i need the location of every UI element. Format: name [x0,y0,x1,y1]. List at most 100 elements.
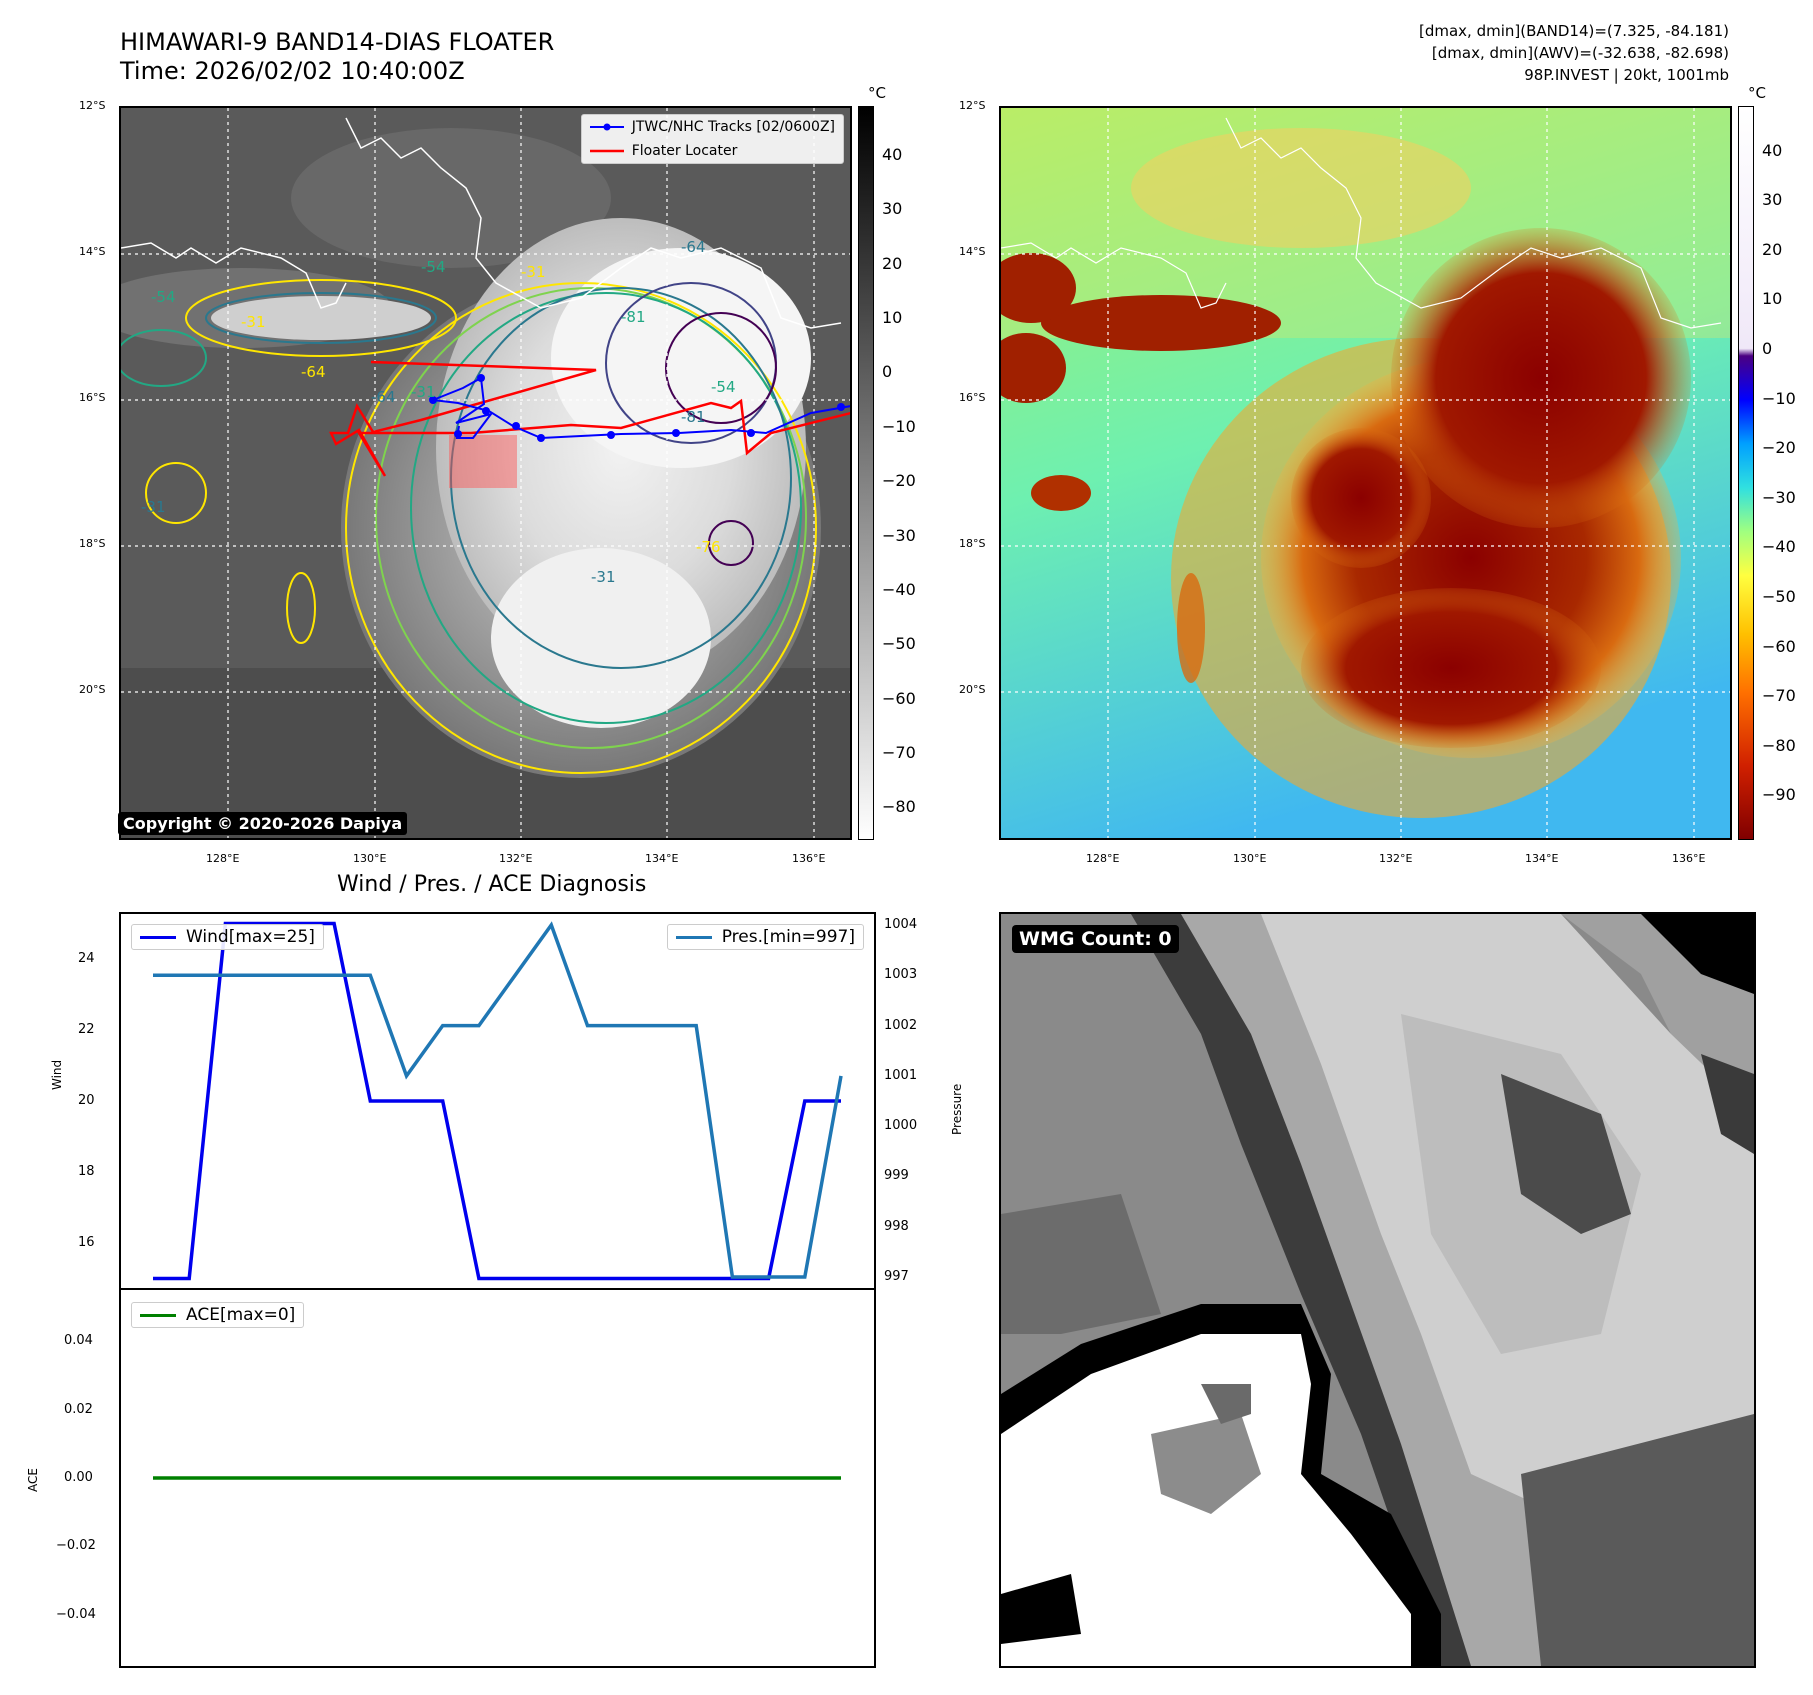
lon-tick-label: 132°E [499,852,533,865]
band14-map-svg [121,108,850,838]
cbar-tick-label: −30 [1762,487,1796,507]
contour-label: -64 [301,363,326,381]
lon-tick-label: 130°E [353,852,387,865]
lat-tick-label: 16°S [959,391,986,404]
lat-tick-label: 18°S [79,537,106,550]
cbar-tick-label: −70 [1762,686,1796,706]
left-cbar-unit: °C [868,84,886,102]
cbar-tick-label: −50 [1762,586,1796,606]
contour-label: -31 [241,313,266,331]
pressure-tick-label: 1002 [884,1017,918,1033]
contour-label: -54 [151,288,176,306]
legend-floater: Floater Locater [582,139,843,163]
lat-tick-label: 12°S [79,99,106,112]
cbar-tick-label: −90 [1762,785,1796,805]
wind-legend-label: Wind[max=25] [186,927,315,947]
lon-tick-label: 136°E [792,852,826,865]
copyright-badge: Copyright © 2020-2026 Dapiya [118,812,408,835]
left-colorbar [858,106,874,840]
band14-range: [dmax, dmin](BAND14)=(7.325, -84.181) [1418,22,1729,40]
legend-floater-label: Floater Locater [631,143,738,159]
cbar-tick-label: −20 [1762,438,1796,458]
legend-floater-swatch [589,149,624,153]
floater-box [449,435,517,488]
cbar-tick-label: 20 [882,253,903,273]
cbar-tick-label: −40 [1762,537,1796,557]
right-cbar-unit: °C [1748,84,1766,102]
pressure-tick-label: 1000 [884,1118,918,1134]
floater-locater-line [329,360,850,477]
awv-map [999,106,1732,840]
contour-label: -81 [681,408,706,426]
cbar-tick-label: −10 [1762,388,1796,408]
wind-axis-label: Wind [50,1059,64,1090]
cbar-tick-label: 40 [882,144,903,164]
contour-label: -54 [421,258,446,276]
pressure-series-line [153,921,843,1279]
contour-label: -31 [591,568,616,586]
wmg-svg [1001,914,1754,1666]
diagnosis-title: Wind / Pres. / ACE Diagnosis [337,872,647,897]
wind-tick-label: 24 [78,951,95,967]
lon-tick-label: 130°E [1233,852,1267,865]
ace-tick-label: −0.02 [56,1538,96,1554]
wind-tick-label: 22 [78,1022,95,1038]
pres-legend-label: Pres.[min=997] [721,927,855,947]
lat-tick-label: 14°S [79,245,106,258]
cbar-tick-label: 10 [882,308,903,328]
contour-label: -76 [696,538,721,556]
pressure-axis-label: Pressure [950,1083,964,1135]
figure-time: Time: 2026/02/02 10:40:00Z [120,57,465,85]
legend-track: JTWC/NHC Tracks [02/0600Z] [582,115,843,139]
cbar-tick-label: 0 [1762,339,1773,358]
lat-tick-label: 12°S [959,99,986,112]
lat-tick-label: 18°S [959,537,986,550]
lon-tick-label: 132°E [1379,852,1413,865]
storm-info: 98P.INVEST | 20kt, 1001mb [1524,66,1729,84]
ace-axis-label: ACE [26,1468,40,1492]
wind-legend-row: Wind[max=25] [132,925,323,949]
lon-tick-label: 128°E [206,852,240,865]
cbar-tick-label: −80 [882,797,916,817]
cbar-tick-label: −50 [882,634,916,654]
awv-range: [dmax, dmin](AWV)=(-32.638, -82.698) [1431,44,1729,62]
pressure-tick-label: 1003 [884,967,918,983]
cbar-tick-label: −10 [882,416,916,436]
cbar-tick-label: −60 [1762,636,1796,656]
lat-tick-label: 16°S [79,391,106,404]
ace-svg [153,1476,841,1480]
wind-tick-label: 16 [78,1234,95,1250]
contour-label: -64 [371,388,396,406]
band14-map: -54 -64 -31 -31 -64 -31 -81 -81 -76 -54 -31 -64 -54 -… [119,106,852,840]
wind-legend: Wind[max=25] [131,924,324,950]
cbar-tick-label: 20 [1762,239,1783,259]
wind-pres-panel: Wind[max=25] Pres.[min=997] [119,912,876,1290]
contour-label: -64 [681,238,706,256]
track-points [429,374,845,442]
ace-legend-label: ACE[max=0] [186,1305,296,1325]
ace-legend: ACE[max=0] [131,1302,305,1328]
pres-legend: Pres.[min=997] [666,924,864,950]
contour-label: -31 [521,263,546,281]
legend-track-swatch [589,123,624,131]
lon-tick-label: 134°E [645,852,679,865]
cbar-tick-label: −30 [882,525,916,545]
band14-gridlines [121,108,850,838]
cbar-tick-label: 0 [882,362,893,382]
contour-label: -81 [621,308,646,326]
pres-legend-swatch [675,935,712,939]
cbar-tick-label: −60 [882,688,916,708]
cbar-tick-label: 30 [1762,190,1783,210]
contour-label: -54 [711,378,736,396]
pressure-tick-label: 1001 [884,1067,918,1083]
lon-tick-label: 128°E [1086,852,1120,865]
ace-tick-label: −0.04 [56,1606,96,1622]
lat-tick-label: 20°S [79,683,106,696]
ace-tick-label: 0.04 [64,1333,93,1349]
pressure-tick-label: 999 [884,1168,909,1184]
ace-tick-label: 0.00 [64,1470,93,1485]
cbar-tick-label: 10 [1762,289,1783,309]
pressure-tick-label: 998 [884,1218,909,1234]
wind-series-line [153,921,841,1281]
ace-legend-swatch [140,1313,176,1317]
